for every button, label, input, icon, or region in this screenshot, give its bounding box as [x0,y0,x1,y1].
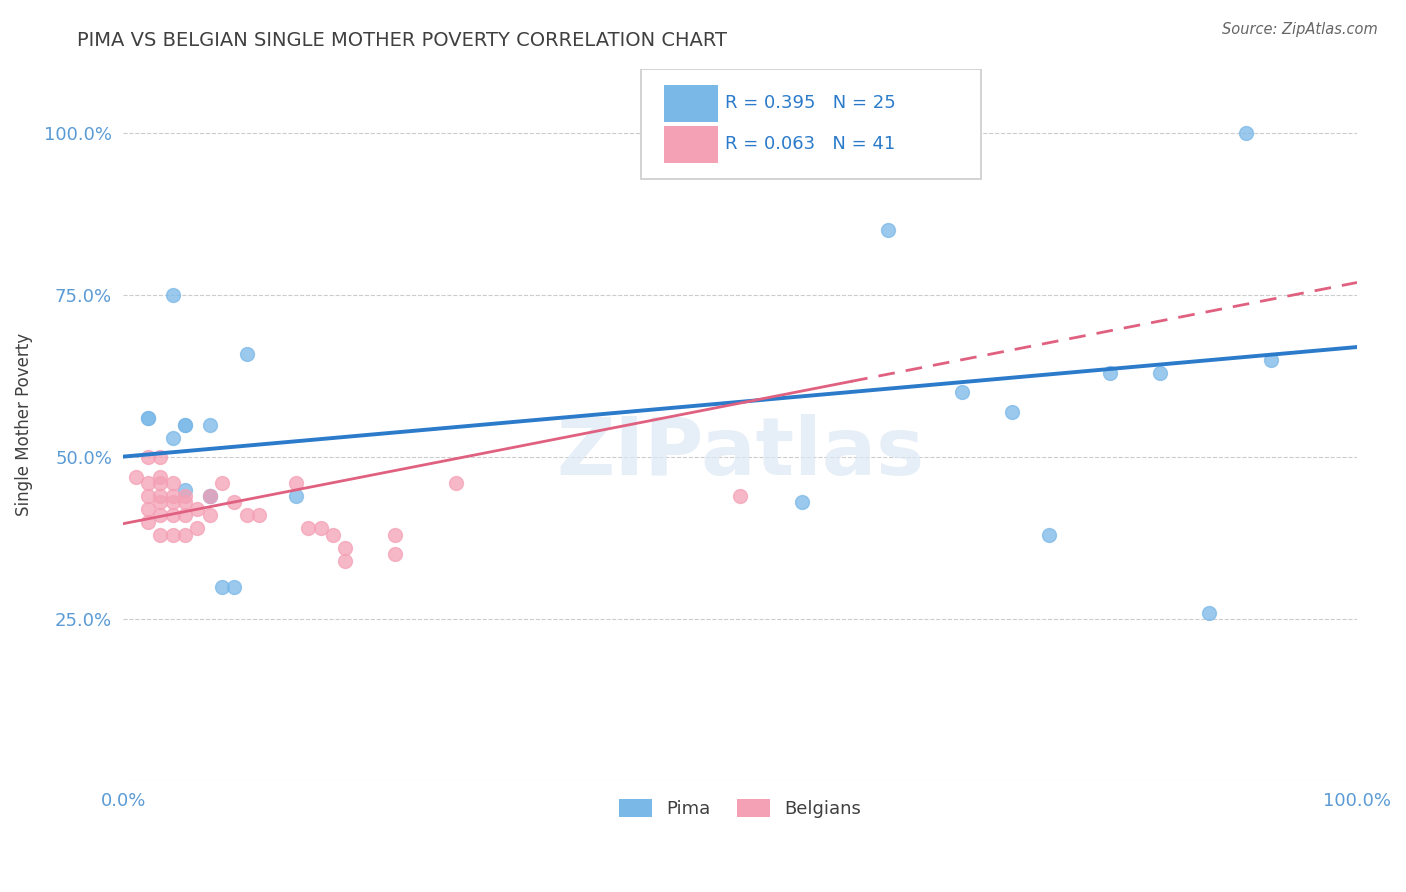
Point [950,385,973,400]
Point [297,521,319,535]
Legend: Pima, Belgians: Pima, Belgians [612,791,869,825]
Point [335,554,357,568]
Point [211,580,233,594]
Point [174,483,197,497]
Point [446,476,468,491]
Point [162,495,184,509]
Text: PIMA VS BELGIAN SINGLE MOTHER POVERTY CORRELATION CHART: PIMA VS BELGIAN SINGLE MOTHER POVERTY CO… [77,31,727,50]
Point [322,528,344,542]
Point [136,502,159,516]
FancyBboxPatch shape [641,69,981,179]
Point [839,159,862,173]
Point [198,508,221,523]
Point [309,521,332,535]
Point [174,417,197,432]
Point [149,508,172,523]
Point [162,508,184,523]
Text: R = 0.395   N = 25: R = 0.395 N = 25 [725,95,896,112]
Point [198,489,221,503]
Text: ZIPatlas: ZIPatlas [555,414,924,492]
Point [1198,606,1220,620]
Point [149,450,172,464]
Point [162,489,184,503]
Point [1260,353,1282,368]
Point [136,489,159,503]
Point [335,541,357,555]
Point [149,495,172,509]
Point [174,417,197,432]
Point [224,495,246,509]
Point [162,431,184,445]
Point [284,489,307,503]
Point [235,508,257,523]
Point [149,476,172,491]
Point [384,528,406,542]
Point [247,508,270,523]
Point [136,411,159,425]
Point [136,476,159,491]
Point [149,489,172,503]
Point [186,502,208,516]
Point [162,476,184,491]
Point [149,528,172,542]
Point [162,528,184,542]
Y-axis label: Single Mother Poverty: Single Mother Poverty [15,334,32,516]
Point [198,417,221,432]
Point [198,489,221,503]
Point [174,489,197,503]
Point [198,489,221,503]
Point [211,476,233,491]
Point [149,469,172,483]
Point [136,515,159,529]
Point [1149,366,1171,380]
Point [162,288,184,302]
Text: R = 0.063   N = 41: R = 0.063 N = 41 [725,135,896,153]
Point [728,489,751,503]
Text: Source: ZipAtlas.com: Source: ZipAtlas.com [1222,22,1378,37]
Point [1000,405,1022,419]
Point [1038,528,1060,542]
Point [124,469,146,483]
Point [186,521,208,535]
Point [384,547,406,561]
Point [790,495,813,509]
Point [284,476,307,491]
Point [174,528,197,542]
Point [224,580,246,594]
Point [877,223,900,237]
Point [1234,126,1257,140]
FancyBboxPatch shape [664,85,718,122]
Point [136,450,159,464]
Point [914,126,936,140]
Point [174,508,197,523]
Point [174,495,197,509]
Point [136,411,159,425]
Point [235,346,257,360]
FancyBboxPatch shape [664,126,718,162]
Point [1099,366,1122,380]
